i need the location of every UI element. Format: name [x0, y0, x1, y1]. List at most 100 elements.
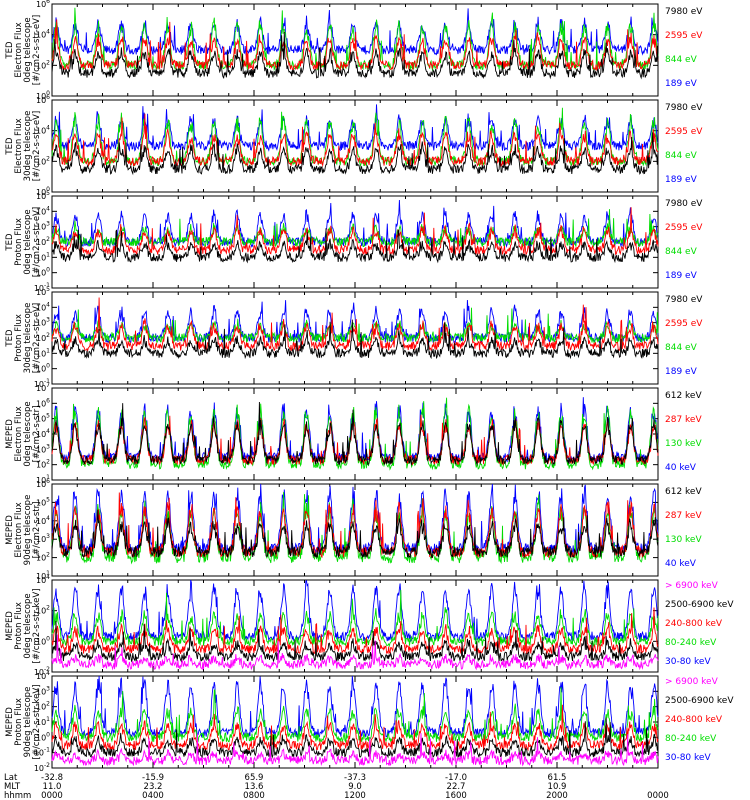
panel-2: 100 102 104 106 TED Electron Flux 30deg telesc… [5, 94, 703, 197]
footer-mlt: 9.0 [348, 782, 362, 792]
y-tick-label: 104 [36, 125, 50, 136]
y-axis-label: Proton Flux [14, 218, 24, 266]
y-axis-label: TED [5, 41, 15, 60]
legend-label: 2595 eV [665, 31, 703, 41]
y-tick-label: 104 [36, 205, 50, 216]
y-tick-label: 106 [36, 0, 50, 9]
y-tick-label: 105 [36, 413, 50, 424]
legend-label: 612 keV [665, 391, 702, 401]
legend-label: 2595 eV [665, 223, 703, 233]
y-axis-label: TED [5, 137, 15, 156]
legend-label: 40 keV [665, 463, 697, 473]
legend-label: 30-80 keV [665, 753, 711, 763]
legend-label: 287 keV [665, 511, 702, 521]
legend-label: 7980 eV [665, 7, 703, 17]
legend-label: 40 keV [665, 559, 697, 569]
y-tick-label: 100 [36, 363, 50, 374]
y-axis-label: MEPED [5, 611, 15, 641]
y-tick-label: 100 [36, 635, 50, 646]
panel-6: 101 102 103 104 105 106 MEPED Electron Flux 90de… [5, 478, 702, 581]
legend-label: 7980 eV [665, 103, 703, 113]
series-line [51, 620, 659, 663]
legend-label: 30-80 keV [665, 657, 711, 667]
y-tick-label: 103 [36, 533, 50, 544]
series-line [51, 207, 659, 256]
footer-row-label: Lat [4, 773, 18, 783]
series-line [51, 19, 659, 71]
y-axis-label: Electron Flux [14, 406, 24, 461]
footer-lat: -37.3 [344, 773, 366, 783]
y-axis-label: [#/cm2-s-str] [32, 406, 42, 463]
y-axis-label: MEPED [5, 419, 15, 449]
y-axis-label: Proton Flux [14, 698, 24, 746]
y-axis-label: [#/cm2-s-str-eV] [32, 111, 42, 181]
y-tick-label: 103 [36, 685, 50, 696]
y-axis-label: MEPED [5, 707, 15, 737]
y-tick-label: 105 [36, 496, 50, 507]
legend-label: 189 eV [665, 175, 698, 185]
legend-label: 189 eV [665, 79, 698, 89]
y-tick-label: 102 [36, 332, 50, 343]
legend-label: > 6900 keV [665, 581, 719, 591]
footer-hhmm: 0400 [142, 791, 164, 800]
series-line [51, 297, 659, 352]
footer-hhmm: 1200 [344, 791, 366, 800]
y-axis-label: 30deg telescope [23, 303, 33, 374]
y-tick-label: 102 [36, 59, 50, 70]
legend-label: 2500-6900 keV [665, 600, 734, 610]
legend-label: 287 keV [665, 415, 702, 425]
footer-hhmm: 2000 [546, 791, 568, 800]
y-tick-label: 102 [36, 701, 50, 712]
footer-hhmm: 0800 [243, 791, 265, 800]
y-tick-label: 105 [36, 190, 50, 201]
y-tick-label: 104 [36, 670, 50, 681]
footer-row-label: MLT [4, 782, 21, 792]
footer-lat: -32.8 [41, 773, 63, 783]
legend-label: 240-800 keV [665, 715, 723, 725]
footer-lat: -17.0 [445, 773, 467, 783]
legend-label: 80-240 keV [665, 638, 717, 648]
y-tick-label: 102 [36, 236, 50, 247]
y-axis-label: 30deg telescope [23, 111, 33, 182]
series-line [51, 113, 659, 168]
y-axis-label: MEPED [5, 515, 15, 545]
series-line [51, 107, 659, 168]
y-tick-label: 100 [36, 90, 50, 101]
legend-label: 2500-6900 keV [665, 696, 734, 706]
y-axis-label: [#/cm2-s-str-eV] [32, 15, 42, 85]
y-tick-label: 102 [36, 459, 50, 470]
legend-label: 844 eV [665, 247, 698, 257]
y-tick-label: 103 [36, 317, 50, 328]
y-tick-label: 104 [36, 515, 50, 526]
y-tick-label: 102 [36, 155, 50, 166]
y-axis-label: 0deg telescope [23, 401, 33, 466]
legend-label: 130 keV [665, 439, 702, 449]
series-line [51, 319, 659, 360]
y-tick-label: 104 [36, 301, 50, 312]
series-line [51, 634, 659, 671]
series-line [51, 675, 659, 739]
y-axis-label: Proton Flux [14, 314, 24, 362]
y-axis-label: 0deg telescope [23, 593, 33, 658]
series-line [51, 717, 659, 759]
footer-lat: 65.9 [245, 773, 264, 783]
y-axis-label: [#/cm2-s-str-keV] [32, 589, 42, 664]
series-line [51, 589, 659, 648]
y-tick-label: 106 [36, 478, 50, 489]
footer-hhmm: 1600 [445, 791, 467, 800]
y-axis-label: [#/cm2-s-str-eV] [32, 207, 42, 277]
panel-frame [51, 291, 659, 385]
y-axis-label: [#/cm2-s-str-eV] [32, 303, 42, 373]
series-line [51, 307, 659, 345]
y-tick-label: 104 [36, 428, 50, 439]
panel-3: 10-1 100 101 102 103 104 105 TED Proton Flux 0deg… [5, 190, 703, 293]
series-line [51, 686, 659, 744]
y-tick-label: 100 [36, 267, 50, 278]
series-line [51, 228, 659, 264]
y-tick-label: 106 [36, 94, 50, 105]
legend-label: 240-800 keV [665, 619, 723, 629]
legend-label: 844 eV [665, 343, 698, 353]
legend-label: 2595 eV [665, 319, 703, 329]
y-tick-label: 10-1 [34, 747, 50, 758]
